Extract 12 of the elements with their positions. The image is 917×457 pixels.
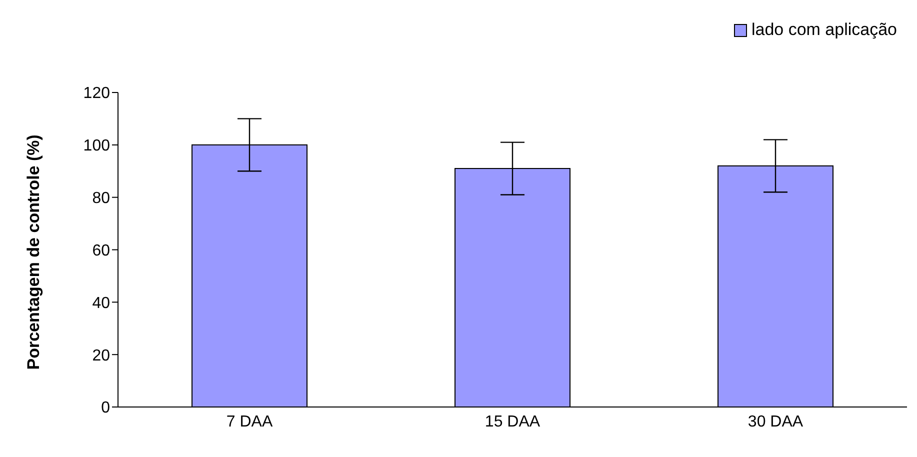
y-tick-label: 100	[83, 138, 110, 155]
y-tick-label: 20	[92, 347, 110, 364]
y-axis-title: Porcentagem de controle (%)	[24, 134, 44, 370]
y-tick-label: 40	[92, 294, 110, 312]
x-tick-label: 15 DAA	[484, 413, 540, 430]
legend-label: lado com aplicação	[750, 20, 897, 40]
y-tick-label: 120	[83, 85, 110, 102]
x-tick-label: 30 DAA	[748, 413, 804, 430]
x-tick-label: 7 DAA	[226, 413, 273, 430]
y-tick-label: 0	[101, 400, 110, 417]
y-tick-label: 60	[92, 242, 110, 260]
y-tick-label: 80	[92, 190, 110, 208]
